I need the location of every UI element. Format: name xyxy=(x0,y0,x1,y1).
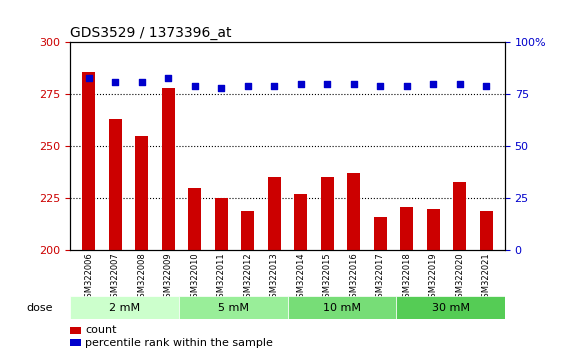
Bar xyxy=(188,188,201,250)
Text: 5 mM: 5 mM xyxy=(218,303,249,313)
Text: GSM322013: GSM322013 xyxy=(270,252,279,303)
Text: count: count xyxy=(85,325,117,336)
Text: GSM322012: GSM322012 xyxy=(243,252,252,303)
Point xyxy=(84,75,93,81)
Bar xyxy=(427,209,440,250)
Point xyxy=(243,83,252,89)
Bar xyxy=(294,194,307,250)
Text: GSM322019: GSM322019 xyxy=(429,252,438,303)
Point xyxy=(270,83,279,89)
Bar xyxy=(453,182,466,250)
Text: GSM322017: GSM322017 xyxy=(376,252,385,303)
Text: GSM322010: GSM322010 xyxy=(190,252,199,303)
Point xyxy=(217,85,226,91)
Bar xyxy=(241,211,254,250)
Point xyxy=(323,81,332,87)
Text: 2 mM: 2 mM xyxy=(109,303,140,313)
Text: 10 mM: 10 mM xyxy=(323,303,361,313)
Bar xyxy=(109,119,122,250)
Bar xyxy=(400,206,413,250)
Point xyxy=(482,83,491,89)
FancyBboxPatch shape xyxy=(179,296,288,319)
Text: dose: dose xyxy=(26,303,53,313)
Point xyxy=(137,79,146,85)
Bar xyxy=(162,88,175,250)
Text: GSM322015: GSM322015 xyxy=(323,252,332,303)
Text: GDS3529 / 1373396_at: GDS3529 / 1373396_at xyxy=(70,26,232,40)
Text: GSM322011: GSM322011 xyxy=(217,252,226,303)
Text: GSM322006: GSM322006 xyxy=(84,252,93,303)
Text: GSM322016: GSM322016 xyxy=(350,252,358,303)
Bar xyxy=(347,173,360,250)
Point xyxy=(350,81,358,87)
Text: GSM322009: GSM322009 xyxy=(164,252,173,303)
Bar xyxy=(321,177,334,250)
Bar xyxy=(70,327,81,334)
Point xyxy=(111,79,119,85)
Bar xyxy=(268,177,281,250)
Bar xyxy=(374,217,387,250)
Bar xyxy=(135,136,148,250)
Text: GSM322020: GSM322020 xyxy=(456,252,465,303)
Bar xyxy=(70,339,81,346)
Text: GSM322007: GSM322007 xyxy=(111,252,119,303)
Text: percentile rank within the sample: percentile rank within the sample xyxy=(85,338,273,348)
Point xyxy=(164,75,173,81)
Bar xyxy=(480,211,493,250)
Point xyxy=(190,83,199,89)
Point xyxy=(429,81,438,87)
FancyBboxPatch shape xyxy=(396,296,505,319)
Text: GSM322018: GSM322018 xyxy=(402,252,411,303)
Text: GSM322008: GSM322008 xyxy=(137,252,146,303)
Point xyxy=(296,81,305,87)
Bar xyxy=(215,198,228,250)
Point xyxy=(376,83,385,89)
FancyBboxPatch shape xyxy=(70,296,179,319)
Point xyxy=(456,81,465,87)
Text: GSM322021: GSM322021 xyxy=(482,252,491,303)
FancyBboxPatch shape xyxy=(288,296,396,319)
Text: GSM322014: GSM322014 xyxy=(296,252,305,303)
Point xyxy=(402,83,411,89)
Text: 30 mM: 30 mM xyxy=(431,303,470,313)
Bar xyxy=(82,72,95,250)
